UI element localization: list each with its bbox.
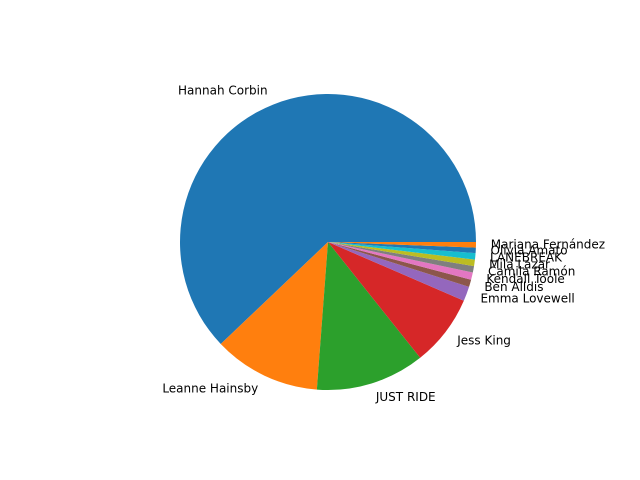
pie-slice bbox=[328, 242, 476, 260]
pie-slice bbox=[328, 242, 464, 358]
pie-slice bbox=[328, 242, 475, 273]
slice-label: JUST RIDE bbox=[375, 390, 436, 404]
pie-labels: Hannah Corbin Leanne Hainsby JUST RIDE Jess… bbox=[162, 83, 605, 404]
slice-label: Hannah Corbin bbox=[178, 83, 268, 97]
pie-slice bbox=[328, 242, 472, 287]
slice-label: Kendall Toole bbox=[486, 272, 564, 286]
pie-slices bbox=[180, 93, 476, 391]
pie-slice bbox=[328, 242, 470, 301]
slice-label: Olivia Amato bbox=[491, 244, 568, 258]
slice-label: Jess King bbox=[456, 333, 511, 347]
pie-slice bbox=[328, 242, 476, 254]
pie-slice bbox=[328, 242, 475, 267]
slice-label: Emma Lovewell bbox=[480, 292, 574, 306]
slice-label: Ben Alldis bbox=[484, 280, 543, 294]
pie-slice bbox=[328, 242, 473, 280]
pie-slice bbox=[328, 242, 476, 248]
slice-label: Mila Lazar bbox=[489, 257, 550, 271]
slice-label: Mariana Fernández bbox=[491, 238, 605, 252]
pie-slice bbox=[316, 242, 421, 391]
slice-label: LANEBREAK bbox=[490, 250, 563, 264]
pie-slice bbox=[220, 242, 328, 390]
pie-slice bbox=[180, 93, 476, 344]
slice-label: Camila Ramón bbox=[488, 265, 575, 279]
slice-label: Leanne Hainsby bbox=[162, 382, 258, 396]
